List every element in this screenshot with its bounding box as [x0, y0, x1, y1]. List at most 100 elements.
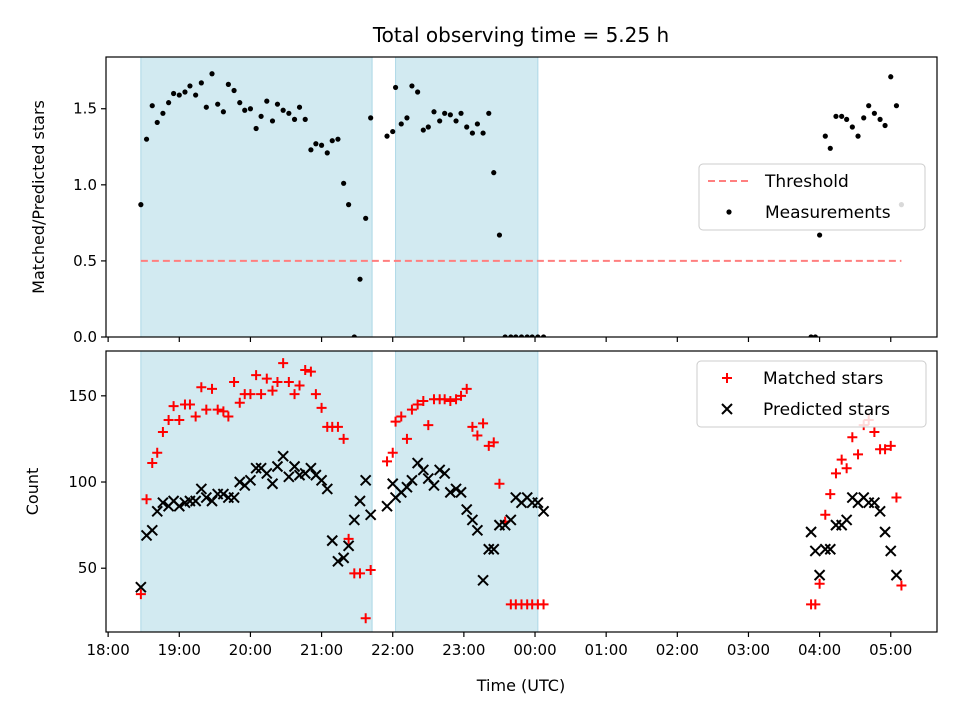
measurement-point — [357, 276, 363, 282]
matched-star-point — [310, 389, 321, 400]
measurement-point — [817, 232, 823, 238]
measurement-point — [390, 128, 396, 135]
matched-star-point — [896, 580, 907, 591]
predicted-star-point — [337, 552, 350, 564]
measurement-point — [215, 101, 221, 107]
matched-star-point — [196, 382, 207, 393]
measurement-point — [225, 81, 231, 87]
measurement-point — [237, 100, 243, 106]
measurement-point — [822, 133, 828, 139]
matched-star-point — [168, 401, 179, 412]
matched-star-point — [401, 433, 412, 444]
observing-window — [140, 350, 373, 633]
predicted-star-point — [433, 464, 446, 476]
predicted-star-point — [721, 403, 733, 415]
measurement-point — [166, 100, 172, 106]
predicted-star-point — [173, 500, 185, 512]
measurement-point — [458, 110, 464, 116]
predicted-star-point — [283, 471, 295, 483]
measurement-point — [827, 145, 833, 151]
matched-star-point — [343, 533, 354, 544]
matched-star-point — [830, 468, 841, 479]
measurement-point — [442, 110, 448, 116]
measurement-point — [253, 125, 259, 132]
matched-star-point — [135, 589, 146, 600]
matched-star-point — [853, 449, 864, 460]
measurement-point — [154, 119, 160, 126]
measurement-point — [346, 202, 352, 208]
predicted-star-point — [885, 545, 897, 557]
observing-window — [395, 56, 539, 338]
measurement-point — [808, 334, 814, 337]
matched-star-point — [338, 433, 349, 444]
measurement-point — [844, 116, 850, 122]
measurement-point — [839, 113, 845, 119]
matched-star-point — [472, 430, 483, 441]
measurement-point — [453, 118, 459, 124]
matched-star-point — [456, 390, 467, 401]
measurement-point — [291, 116, 298, 122]
measurement-point — [220, 109, 226, 115]
matched-star-point — [261, 373, 272, 384]
measurement-point — [274, 101, 281, 107]
measurement-point — [524, 334, 530, 337]
matched-star-point — [251, 370, 262, 381]
measurement-point — [726, 209, 732, 215]
panel-frame — [105, 350, 938, 633]
predicted-star-point — [438, 467, 451, 480]
matched-star-point — [365, 564, 376, 575]
predicted-star-point — [450, 483, 462, 495]
measurement-point — [882, 122, 888, 129]
matched-star-point — [267, 385, 278, 396]
measurement-point — [425, 124, 431, 130]
matched-star-point — [387, 447, 398, 458]
matched-star-point — [869, 427, 880, 438]
matched-star-point — [163, 414, 174, 425]
predicted-star-point — [483, 543, 495, 555]
matched-star-point — [406, 404, 417, 415]
measurement-point — [368, 115, 374, 121]
matched-star-point — [461, 383, 472, 394]
predicted-star-point — [135, 581, 147, 593]
x-tick-label: 18:00 — [87, 641, 130, 659]
matched-star-point — [478, 418, 489, 429]
matched-star-point — [201, 404, 212, 415]
y-tick-label: 50 — [78, 559, 97, 577]
chart-title: Total observing time = 5.25 h — [372, 23, 669, 47]
predicted-star-point — [195, 483, 208, 495]
predicted-star-point — [477, 574, 489, 586]
predicted-star-point — [277, 450, 289, 462]
measurement-point — [329, 138, 335, 144]
predicted-star-point — [151, 505, 163, 518]
predicted-star-point — [444, 486, 457, 499]
measurement-point — [286, 110, 292, 116]
measurement-point — [398, 121, 404, 127]
matched-star-point — [207, 383, 218, 394]
predicted-star-point — [315, 474, 328, 487]
matched-star-point — [841, 463, 852, 474]
matched-star-point — [439, 394, 450, 405]
measurement-point — [280, 107, 286, 113]
measurement-point — [420, 127, 426, 133]
predicted-star-point — [321, 483, 333, 495]
matched-star-point — [423, 420, 434, 431]
predicted-star-point — [505, 514, 517, 526]
y-tick-label: 0.0 — [73, 328, 97, 346]
measurement-point — [160, 110, 166, 116]
measurement-point — [198, 80, 204, 86]
matched-star-point — [814, 578, 825, 589]
predicted-star-point — [813, 569, 826, 581]
x-tick-label: 19:00 — [158, 641, 201, 659]
x-tick-label: 01:00 — [585, 641, 628, 659]
predicted-star-point — [406, 474, 418, 487]
measurement-point — [242, 107, 248, 113]
measurement-point — [877, 116, 883, 122]
predicted-star-point — [146, 524, 158, 536]
matched-star-point — [722, 373, 732, 383]
matched-star-point — [360, 613, 371, 624]
matched-star-point — [272, 377, 283, 388]
predicted-star-point — [266, 478, 279, 490]
matched-star-point — [825, 489, 836, 500]
y-tick-label: 0.5 — [73, 252, 97, 270]
matched-star-point — [289, 389, 300, 400]
